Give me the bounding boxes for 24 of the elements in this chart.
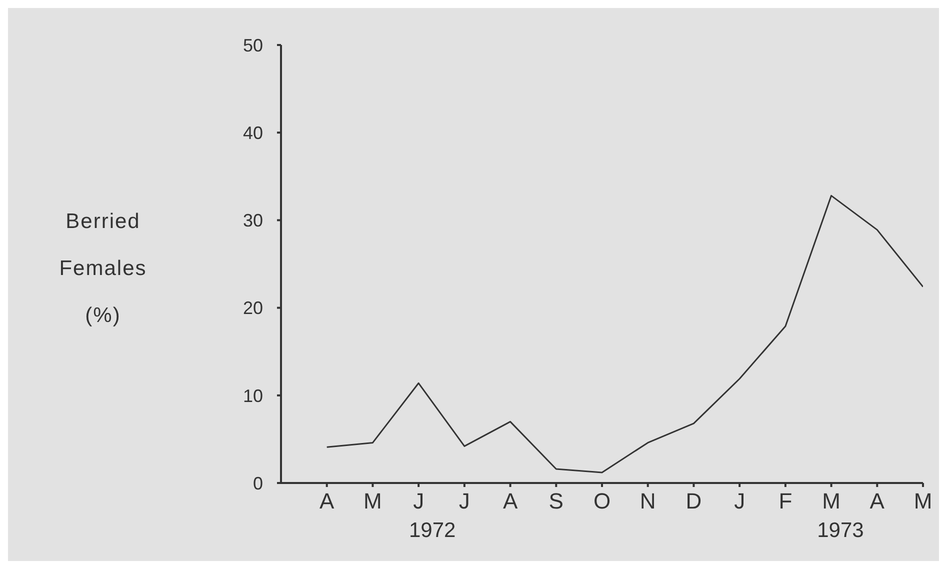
x-tick-label: N [640,488,656,514]
x-tick-label: M [364,488,382,514]
text: 1973 [816,519,865,543]
y-tick-label: 50 [242,35,263,56]
x-tick-label: F [778,488,792,514]
x-tick-label: D [686,488,702,514]
x-tick-label: J [458,488,470,514]
x-tick-label: J [734,488,746,514]
x-tick-label: O [593,488,611,514]
x-tick-label: A [320,488,335,514]
x-tick-label: M [914,488,932,514]
x-tick-label: M [822,488,840,514]
y-tick-label: 20 [242,298,263,318]
y-tick-label: 0 [252,473,263,494]
x-tick-label: S [548,488,564,514]
y-tick-label: 30 [242,210,263,231]
x-tick-label: J [413,488,424,514]
text: 1972 [408,519,457,543]
y-tick-label: 10 [242,386,263,406]
y-axis-title: Berried Females (%) [58,209,148,329]
x-tick-label: A [502,488,518,514]
line-series [326,194,923,474]
x-tick-label: A [870,488,885,514]
y-tick-label: 40 [242,122,263,143]
